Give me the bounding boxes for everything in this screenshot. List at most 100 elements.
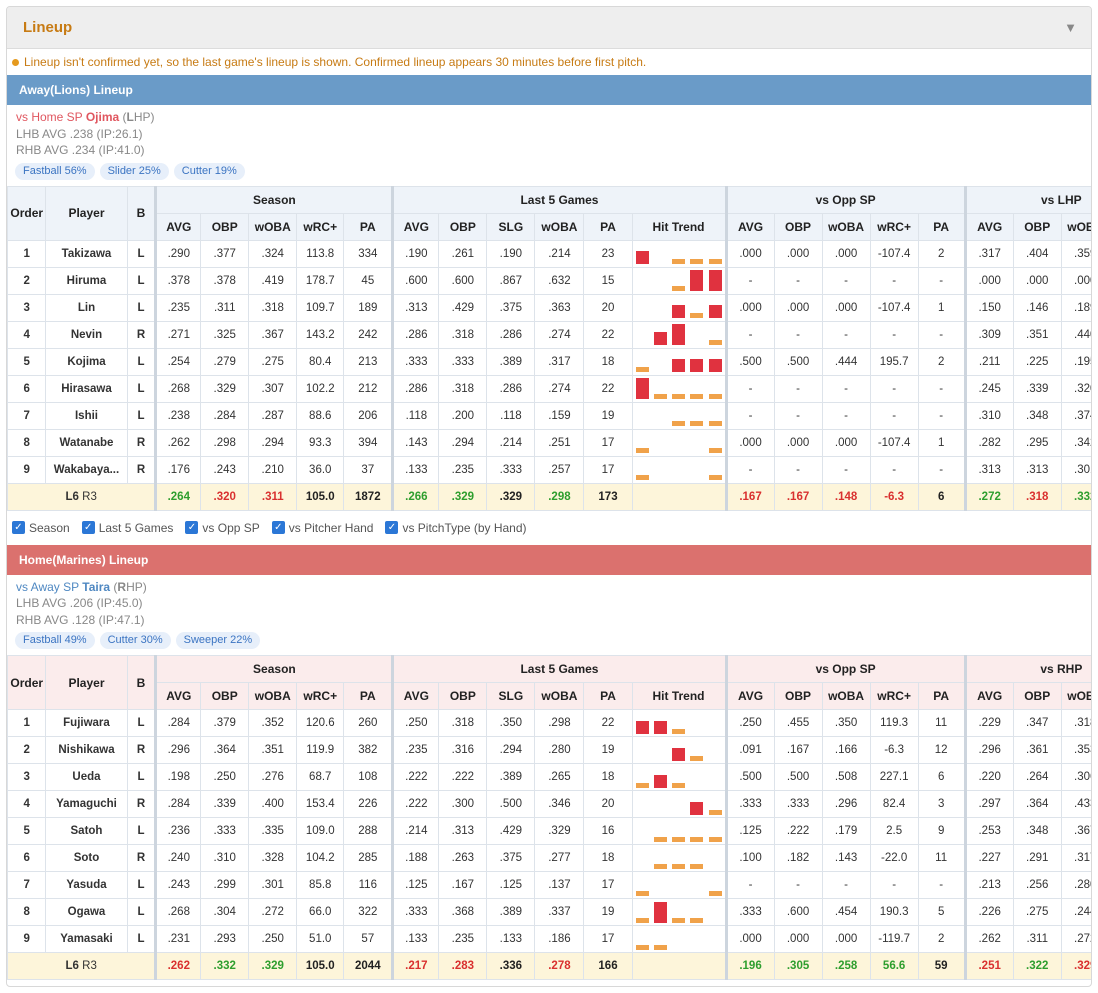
l5-col-header: SLG (486, 212, 536, 241)
player-row[interactable]: 7 Yasuda L .243.299.301 85.8 116.125.167.125.… (7, 871, 1091, 899)
player-row[interactable]: 8 Watanabe R .262.298.294 93.3 394.143.294.21… (7, 428, 1091, 457)
vs-hand-stat: .229 (963, 709, 1014, 737)
player-row[interactable]: 6 Hirasawa L .268.329.307 102.2 212.286.318.2… (7, 374, 1091, 403)
player-name[interactable]: Yasuda (45, 871, 128, 899)
l5-col-header: PA (583, 682, 633, 710)
batting-order: 8 (7, 428, 47, 457)
player-name[interactable]: Takizawa (45, 239, 128, 268)
player-row[interactable]: 3 Lin L .235.311.318 109.7 189.313.429.375.36… (7, 293, 1091, 322)
player-name[interactable]: Wakabaya... (45, 455, 128, 484)
season-stat: .271 (154, 320, 202, 349)
season-stat: .301 (248, 871, 298, 899)
vs-opp-sp-group-header: vs Opp SP (724, 185, 966, 214)
player-row[interactable]: 9 Yamasaki L .231.293.250 51.0 57.133.235.133… (7, 925, 1091, 953)
last5-stat: .318 (438, 320, 488, 349)
player-row[interactable]: 2 Hiruma L .378.378.419 178.7 45.600.600.867.… (7, 266, 1091, 295)
batting-order: 9 (7, 455, 47, 484)
player-row[interactable]: 8 Ogawa L .268.304.272 66.0 322.333.368.389.3… (7, 898, 1091, 926)
player-name[interactable]: Yamaguchi (45, 790, 128, 818)
player-row[interactable]: 4 Yamaguchi R .284.339.400 153.4 226.222.300.… (7, 790, 1091, 818)
season-stat: .318 (248, 293, 298, 322)
player-name[interactable]: Nevin (45, 320, 128, 349)
player-row[interactable]: 6 Soto R .240.310.328 104.2 285.188.263.375.2… (7, 844, 1091, 872)
player-row[interactable]: 3 Ueda L .198.250.276 68.7 108.222.222.389.26… (7, 763, 1091, 791)
righty-count: R3 (78, 490, 97, 503)
hit-trend-bar (690, 801, 704, 815)
away-sp-hand-rest: HP) (133, 110, 155, 124)
vs-hand-stat: .359 (1060, 239, 1091, 268)
season-col-header: OBP (200, 682, 250, 710)
vs-opp-sp-stat: - (821, 455, 871, 484)
hit-trend-cell (631, 898, 727, 926)
hit-trend-bars (633, 378, 725, 399)
summary-vs-hand-stat: .251 (963, 952, 1014, 980)
home-sp-line: vs Away SP Taira (RHP) (16, 579, 1091, 596)
vs-opp-sp-stat: -6.3 (869, 736, 919, 764)
season-stat: .275 (248, 347, 298, 376)
panel-header[interactable]: Lineup ▼ (7, 7, 1091, 49)
player-name[interactable]: Lin (45, 293, 128, 322)
player-name[interactable]: Ueda (45, 763, 128, 791)
player-name[interactable]: Soto (45, 844, 128, 872)
hit-trend-bar (708, 475, 722, 480)
summary-vs-opp-stat: .258 (821, 952, 871, 980)
home-lineup-bar: Home(Marines) Lineup (7, 544, 1091, 575)
player-row[interactable]: 9 Wakabaya... R .176.243.210 36.0 37.133.235.… (7, 455, 1091, 484)
season-stat: .268 (154, 898, 202, 926)
last5-stat: 18 (583, 347, 633, 376)
summary-vs-opp-stat: 56.6 (869, 952, 919, 980)
l5-col-header: SLG (486, 682, 536, 710)
batting-order: 4 (7, 320, 47, 349)
player-row[interactable]: 7 Ishii L .238.284.287 88.6 206.118.200.118.1… (7, 401, 1091, 430)
bat-hand: L (126, 817, 157, 845)
collapse-caret-icon[interactable]: ▼ (1064, 20, 1077, 35)
season-stat: .324 (248, 239, 298, 268)
filter-season-checkbox[interactable]: ✓ Season (12, 521, 70, 535)
last5-stat: .214 (486, 428, 536, 457)
player-name[interactable]: Watanabe (45, 428, 128, 457)
vs-hand-stat: .313 (963, 455, 1014, 484)
vs-hand-stat: .280 (1060, 871, 1091, 899)
hit-trend-bar (635, 251, 649, 264)
player-name[interactable]: Ishii (45, 401, 128, 430)
home-sp-name[interactable]: Taira (82, 579, 111, 594)
stat-filters: ✓ Season ✓ Last 5 Games ✓ vs Opp SP ✓ vs Pit… (7, 511, 1091, 545)
player-name[interactable]: Hirasawa (45, 374, 128, 403)
last5-stat: .363 (534, 293, 585, 322)
filter-vs-pitchtype-checkbox[interactable]: ✓ vs PitchType (by Hand) (385, 521, 527, 535)
summary-vs-hand-stat: .272 (963, 482, 1014, 511)
hit-trend-bar (653, 720, 667, 734)
season-stat: .284 (200, 401, 250, 430)
last5-stat: 19 (583, 401, 633, 430)
summary-last5-stat: .336 (486, 952, 536, 980)
vs-opp-sp-stat: .500 (773, 763, 823, 791)
hit-trend-bar (635, 782, 649, 788)
player-row[interactable]: 2 Nishikawa R .296.364.351 119.9 382.235.316.… (7, 736, 1091, 764)
away-sp-name[interactable]: Ojima (85, 110, 120, 124)
player-row[interactable]: 5 Satoh L .236.333.335 109.0 288.214.313.429.… (7, 817, 1091, 845)
player-name[interactable]: Fujiwara (45, 709, 128, 737)
player-name[interactable]: Kojima (45, 347, 128, 376)
season-stat: .364 (200, 736, 250, 764)
home-sp-prefix: vs Away SP (16, 579, 79, 594)
col-player-header: Player (45, 655, 128, 710)
filter-vs-pitcher-hand-checkbox[interactable]: ✓ vs Pitcher Hand (271, 521, 373, 535)
player-name[interactable]: Yamasaki (45, 925, 128, 953)
player-row[interactable]: 1 Takizawa L .290.377.324 113.8 334.190.261.1… (7, 239, 1091, 268)
player-name[interactable]: Satoh (45, 817, 128, 845)
player-row[interactable]: 4 Nevin R .271.325.367 143.2 242.286.318.286.… (7, 320, 1091, 349)
vs-opp-sp-stat: - (917, 871, 966, 899)
summary-last5-stat: 173 (583, 482, 633, 511)
last5-stat: .251 (534, 428, 585, 457)
player-name[interactable]: Ogawa (45, 898, 128, 926)
player-row[interactable]: 5 Kojima L .254.279.275 80.4 213.333.333.389.… (7, 347, 1091, 376)
player-name[interactable]: Hiruma (45, 266, 128, 295)
away-sp-hand-open: ( (122, 110, 127, 124)
player-name[interactable]: Nishikawa (45, 736, 128, 764)
filter-last5-checkbox[interactable]: ✓ Last 5 Games (81, 521, 173, 535)
filter-vs-opp-sp-checkbox[interactable]: ✓ vs Opp SP (185, 521, 260, 535)
vs-opp-sp-stat: 1 (917, 428, 966, 457)
vs-hand-stat: .310 (963, 401, 1014, 430)
player-row[interactable]: 1 Fujiwara L .284.379.352 120.6 260.250.318.3… (7, 709, 1091, 737)
hit-trend-bar (672, 324, 686, 345)
